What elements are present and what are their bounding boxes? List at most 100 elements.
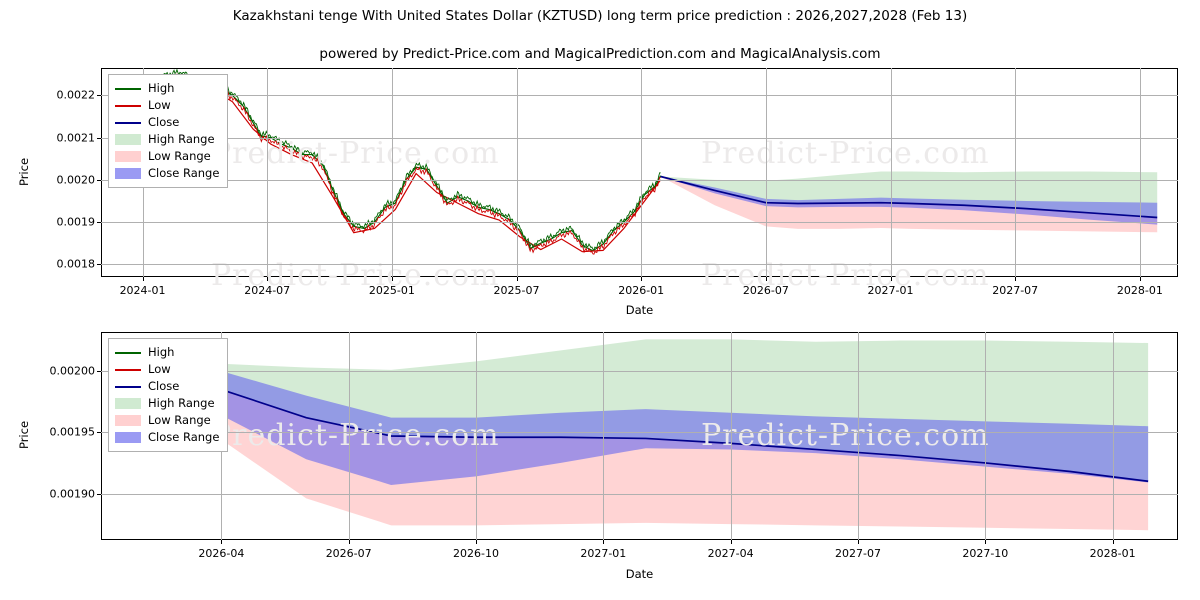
- xtick-mark: [857, 540, 859, 544]
- xtick-mark: [267, 277, 269, 281]
- legend-line-icon: [115, 369, 141, 371]
- xtick-mark: [603, 540, 605, 544]
- legend-swatch-high-range: [115, 134, 141, 145]
- upper-plot-frame: [101, 68, 1178, 277]
- ytick-mark: [97, 95, 101, 97]
- xtick-mark: [348, 540, 350, 544]
- xtick-mark: [1112, 540, 1114, 544]
- legend-swatch-high-range: [115, 398, 141, 409]
- ytick-mark: [97, 371, 101, 373]
- xtick-label: 2027-07: [835, 547, 881, 560]
- band-close-range: [133, 358, 1149, 485]
- gridline-vertical: [1112, 332, 1114, 540]
- lower-yaxis-label: Price: [17, 420, 31, 450]
- band-close-range: [660, 176, 1158, 225]
- gridline-horizontal: [101, 432, 1178, 434]
- page-title: Kazakhstani tenge With United States Dol…: [232, 8, 968, 24]
- line-close: [660, 175, 1158, 219]
- page-subtitle: powered by Predict-Price.com and Magical…: [319, 46, 881, 62]
- legend-swatch-low-range: [115, 151, 141, 162]
- xtick-label: 2027-01: [580, 547, 627, 560]
- xtick-label: 2024-01: [119, 284, 166, 297]
- gridline-vertical: [890, 68, 892, 277]
- xtick-mark: [730, 540, 732, 544]
- upper-plot-area: [101, 68, 1178, 277]
- legend-item: Low: [115, 361, 219, 378]
- legend-swatch-low-range: [115, 415, 141, 426]
- legend-label: Close: [148, 114, 180, 129]
- gridline-vertical: [641, 68, 643, 277]
- xtick-mark: [1139, 277, 1141, 281]
- legend-label: High: [148, 80, 175, 95]
- legend-swatch-low: [115, 364, 141, 375]
- ytick-mark: [97, 222, 101, 224]
- upper-yaxis-label: Price: [17, 157, 31, 187]
- xtick-label: 2024-07: [244, 284, 291, 297]
- gridline-vertical: [476, 332, 477, 540]
- legend-label: Low Range: [148, 412, 211, 427]
- xtick-mark: [142, 277, 144, 281]
- ytick-label: 0.0019: [56, 215, 96, 229]
- gridline-horizontal: [101, 179, 1178, 181]
- legend-line-icon: [115, 352, 141, 354]
- legend-item: Close Range: [115, 165, 219, 182]
- xtick-label: 2026-04: [198, 547, 245, 560]
- upper-chart-panel: Predict-Price.com Predict-Price.com Predic…: [101, 68, 1178, 293]
- xtick-label: 2028-01: [1116, 284, 1163, 297]
- legend-label: High: [148, 344, 175, 359]
- xtick-label: 2027-01: [867, 284, 914, 297]
- gridline-vertical: [267, 68, 269, 277]
- legend-swatch-close: [115, 381, 141, 392]
- lower-plot-frame: [101, 332, 1178, 540]
- chart-data-layer: [133, 339, 1149, 531]
- legend-label: Close Range: [148, 165, 220, 180]
- legend-swatch-high: [115, 347, 141, 358]
- legend-label: High Range: [148, 131, 215, 146]
- xtick-mark: [1015, 277, 1017, 281]
- xtick-label: 2026-07: [325, 547, 372, 560]
- gridline-vertical: [857, 332, 859, 540]
- lower-plot-area: [101, 332, 1178, 540]
- xtick-mark: [391, 277, 393, 281]
- legend-label: Low: [148, 97, 171, 112]
- xtick-label: 2026-07: [742, 284, 789, 297]
- gridline-vertical: [391, 68, 393, 277]
- legend-item: High: [115, 344, 219, 361]
- chart-data-layer: [112, 73, 1158, 253]
- legend-label: Close Range: [148, 429, 220, 444]
- ytick-mark: [97, 432, 101, 434]
- xtick-mark: [476, 540, 477, 544]
- legend-item: Low Range: [115, 412, 219, 429]
- gridline-horizontal: [101, 493, 1178, 495]
- ytick-label: 0.0020: [56, 173, 96, 187]
- gridline-horizontal: [101, 95, 1178, 97]
- legend-item: Close: [115, 378, 219, 395]
- legend-item: High Range: [115, 395, 219, 412]
- legend-swatch-high: [115, 83, 141, 94]
- gridline-vertical: [348, 332, 350, 540]
- legend-line-icon: [115, 105, 141, 107]
- ytick-label: 0.0021: [56, 131, 96, 145]
- ytick-mark: [97, 493, 101, 495]
- legend-swatch-close-range: [115, 168, 141, 179]
- lower-chart-legend: High Low Close High Range Low Range Close Ran…: [108, 338, 229, 452]
- legend-item: High: [115, 80, 219, 97]
- gridline-vertical: [1015, 68, 1017, 277]
- upper-xaxis-label: Date: [625, 303, 654, 317]
- legend-label: High Range: [148, 395, 215, 410]
- legend-swatch-close-range: [115, 432, 141, 443]
- gridline-vertical: [516, 68, 518, 277]
- gridline-vertical: [603, 332, 605, 540]
- legend-line-icon: [115, 88, 141, 90]
- xtick-label: 2025-01: [368, 284, 415, 297]
- ytick-mark: [97, 264, 101, 266]
- xtick-label: 2027-10: [962, 547, 1009, 560]
- xtick-mark: [516, 277, 518, 281]
- ytick-label: 0.0022: [56, 88, 96, 102]
- lower-xaxis-label: Date: [625, 567, 654, 581]
- xtick-mark: [221, 540, 223, 544]
- legend-line-icon: [115, 122, 141, 124]
- legend-swatch-low: [115, 100, 141, 111]
- lower-chart-panel: Predict-Price.com Predict-Price.com: [101, 332, 1178, 540]
- legend-item: Close Range: [115, 429, 219, 446]
